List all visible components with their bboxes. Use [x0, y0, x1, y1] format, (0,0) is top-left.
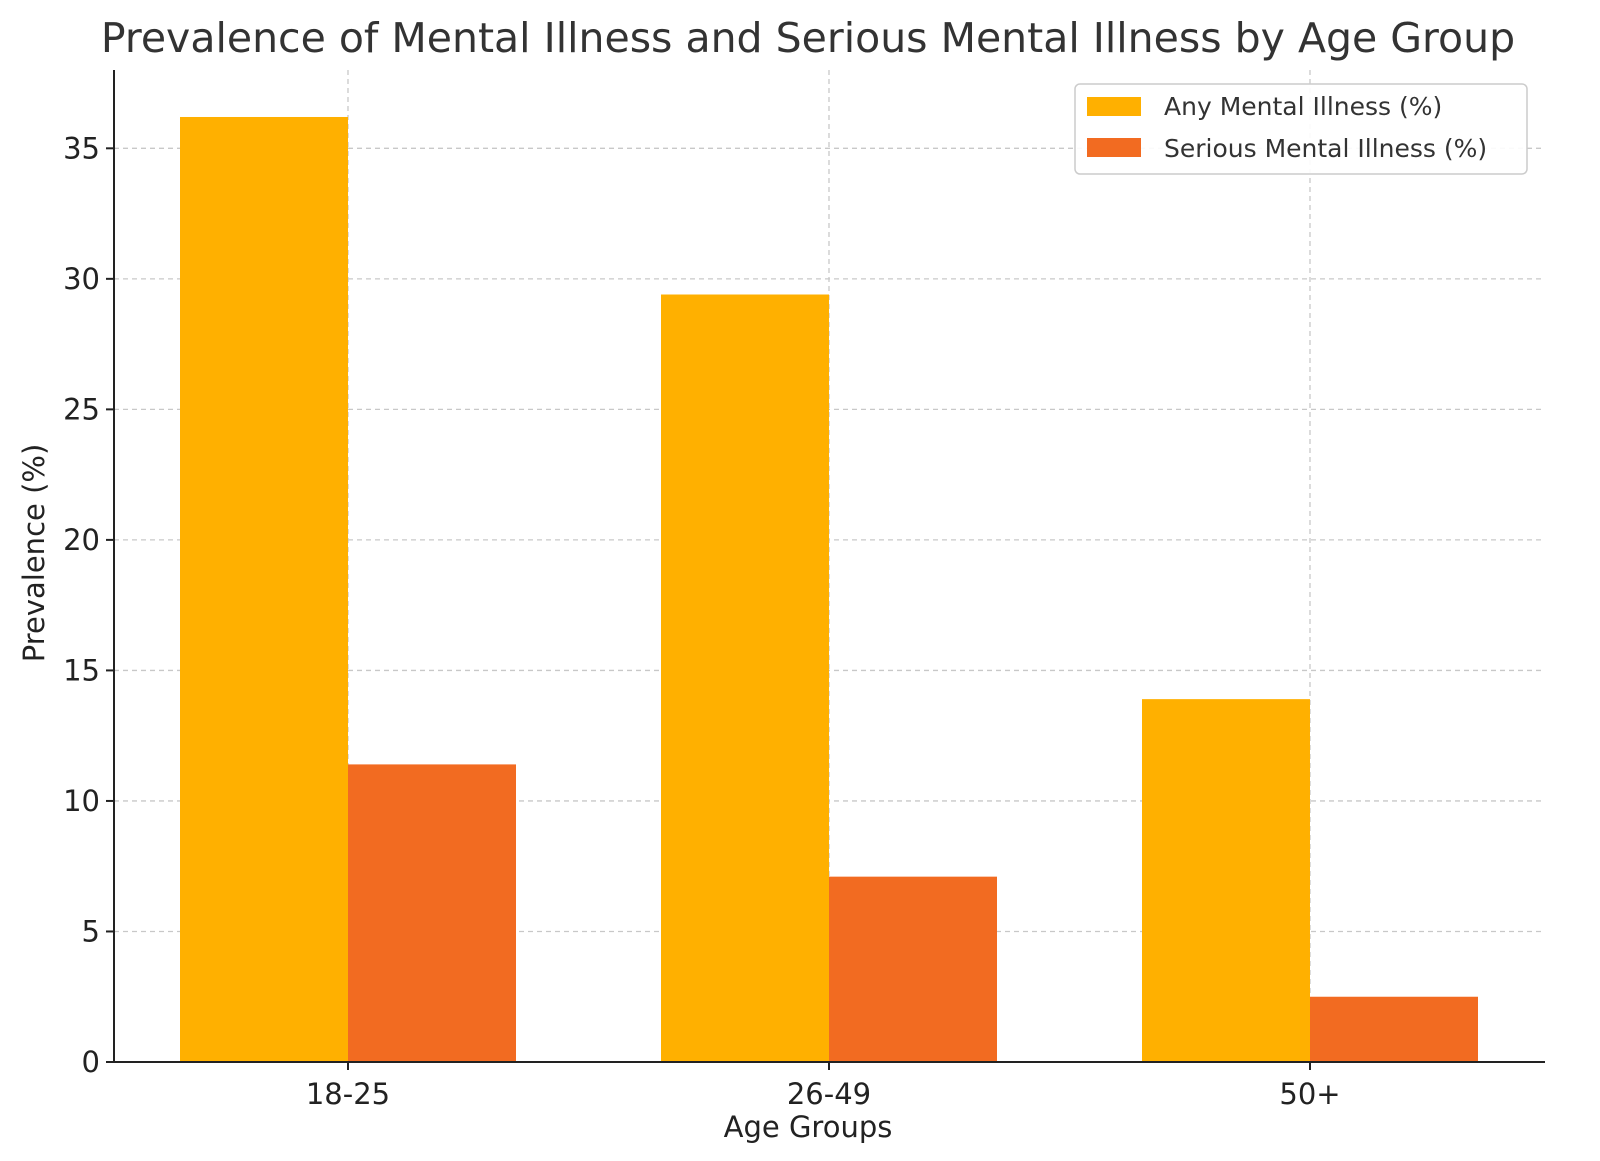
bar-any-mental-illness-26-49: [661, 294, 829, 1062]
legend-swatch-serious-mental-illness: [1087, 138, 1141, 157]
y-tick-label-35: 35: [63, 131, 100, 165]
bars: [180, 116, 1478, 1062]
bar-any-mental-illness-18-25: [180, 116, 348, 1062]
bar-serious-mental-illness-26-49: [829, 876, 997, 1062]
legend-frame: [1074, 83, 1528, 175]
legend: Any Mental Illness (%) Serious Mental Il…: [1074, 83, 1528, 175]
y-tick-label-15: 15: [63, 653, 100, 687]
y-axis-label: Prevalence (%): [17, 444, 51, 663]
legend-swatch-any-mental-illness: [1087, 97, 1141, 116]
y-tick-label-5: 5: [82, 914, 100, 948]
y-tick-label-0: 0: [82, 1045, 100, 1079]
x-tick-label-26-49: 26-49: [787, 1077, 871, 1111]
y-tick-label-20: 20: [63, 523, 100, 557]
y-tick-label-30: 30: [63, 262, 100, 296]
bar-serious-mental-illness-50: [1310, 996, 1478, 1062]
legend-label-any-mental-illness: Any Mental Illness (%): [1164, 92, 1442, 121]
bar-serious-mental-illness-18-25: [348, 764, 516, 1062]
tick-labels: 0 5 10 15 20 25 30 35 18-25 26-49 50+: [63, 131, 1341, 1111]
x-tick-label-50: 50+: [1279, 1077, 1340, 1111]
x-tick-label-18-25: 18-25: [306, 1077, 390, 1111]
legend-label-serious-mental-illness: Serious Mental Illness (%): [1164, 134, 1487, 163]
chart-title: Prevalence of Mental Illness and Serious…: [101, 14, 1515, 62]
x-axis-label: Age Groups: [724, 1110, 893, 1144]
y-tick-label-25: 25: [63, 392, 100, 426]
y-tick-label-10: 10: [63, 784, 100, 818]
bar-any-mental-illness-50: [1142, 699, 1310, 1062]
